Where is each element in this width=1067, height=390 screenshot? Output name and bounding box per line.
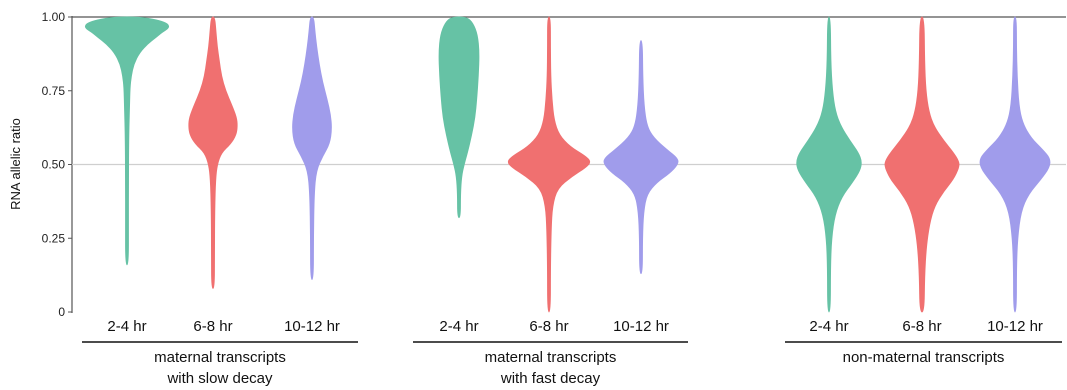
violin-10-12hr-group3 — [979, 16, 1051, 313]
y-tick-label: 0 — [58, 305, 65, 319]
x-category-label: 2-4 hr — [107, 318, 146, 335]
x-category-label: 10-12 hr — [987, 318, 1043, 335]
group-label: maternal transcripts — [154, 349, 286, 366]
y-tick-label: 0.50 — [42, 158, 66, 172]
x-category-label: 6-8 hr — [529, 318, 568, 335]
y-tick-label: 0.25 — [42, 231, 66, 245]
violin-10-12hr-group1 — [292, 16, 332, 281]
y-axis: 0 0.25 0.50 0.75 1.00 — [42, 10, 72, 319]
violin-2-4hr-group1 — [84, 16, 170, 266]
group-label-line2: with slow decay — [166, 370, 273, 387]
violin-6-8hr-group2 — [507, 16, 591, 313]
violin-6-8hr-group1 — [188, 16, 238, 289]
x-category-label: 10-12 hr — [284, 318, 340, 335]
group-labels: maternal transcripts with slow decay mater… — [82, 341, 1062, 387]
y-tick-label: 0.75 — [42, 84, 66, 98]
violin-10-12hr-group2 — [603, 40, 679, 275]
violin-2-4hr-group2 — [438, 16, 480, 219]
violin-2-4hr-group3 — [796, 16, 862, 313]
x-category-label: 10-12 hr — [613, 318, 669, 335]
x-category-label: 6-8 hr — [193, 318, 232, 335]
violins — [84, 16, 1051, 313]
y-axis-label: RNA allelic ratio — [8, 118, 23, 210]
x-axis-labels: 2-4 hr 6-8 hr 10-12 hr 2-4 hr 6-8 hr 10-12 hr… — [107, 318, 1043, 335]
group-label-line2: with fast decay — [500, 370, 601, 387]
y-tick-label: 1.00 — [42, 10, 66, 24]
violin-6-8hr-group3 — [884, 16, 960, 313]
x-category-label: 6-8 hr — [902, 318, 941, 335]
group-label: maternal transcripts — [485, 349, 617, 366]
x-category-label: 2-4 hr — [809, 318, 848, 335]
x-category-label: 2-4 hr — [439, 318, 478, 335]
group-label: non-maternal transcripts — [843, 349, 1005, 366]
